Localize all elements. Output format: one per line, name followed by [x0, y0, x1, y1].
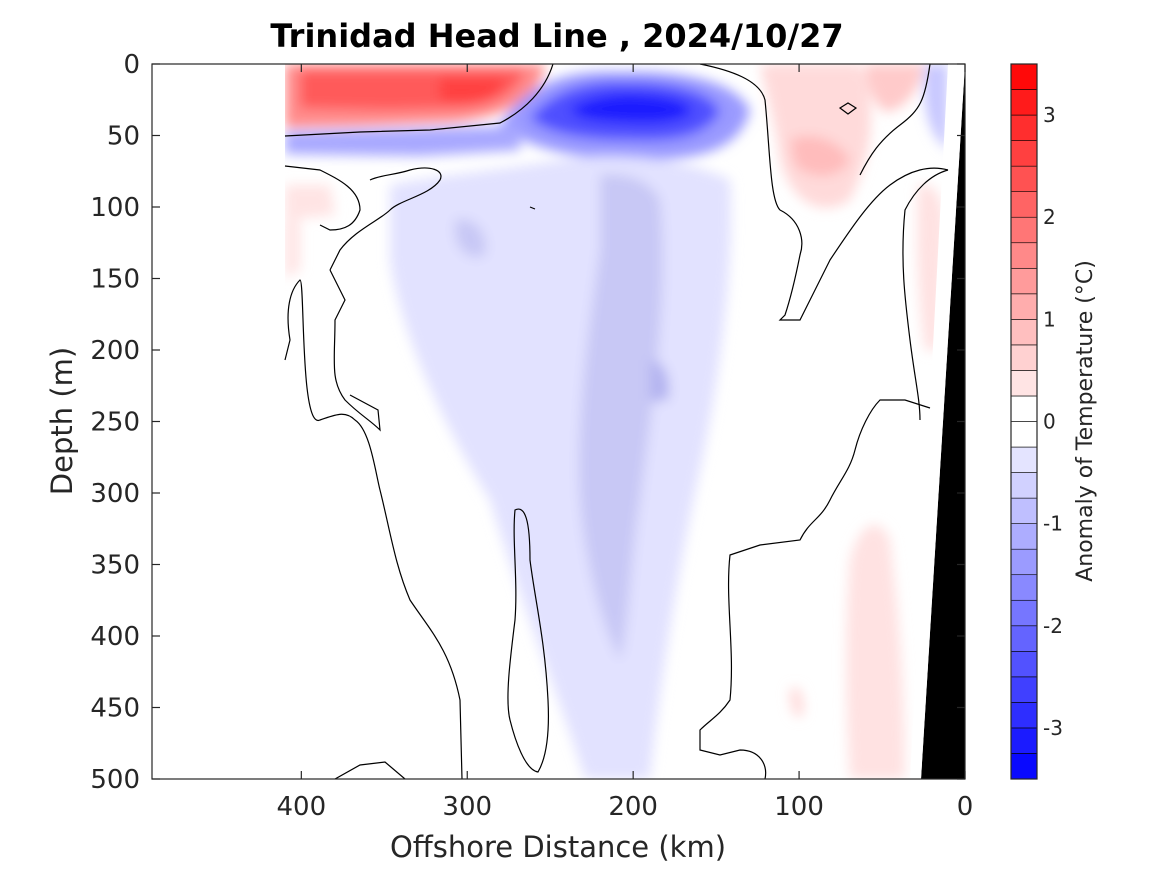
- y-tick-label: 300: [90, 479, 140, 509]
- contour-line-deep-right: [699, 399, 931, 779]
- colorbar-level: [1010, 753, 1038, 780]
- warm-offshore-lower: [285, 220, 300, 278]
- x-axis: 400 300 200 100 0: [277, 64, 974, 822]
- y-tick-label: 100: [90, 193, 140, 223]
- colorbar-label: Anomaly of Temperature (°C): [1073, 260, 1098, 582]
- contour-line-offshore-loop: [329, 167, 442, 271]
- colorbar-level: [1010, 574, 1038, 601]
- warm-deep-column: [846, 524, 905, 779]
- colorbar-level: [1010, 344, 1038, 371]
- contour-line-shelf: [902, 169, 949, 421]
- y-tick-label: 450: [90, 694, 140, 724]
- colorbar-level: [1010, 63, 1038, 90]
- colorbar-tick-label: 1: [1043, 307, 1056, 331]
- colorbar-tick-label: -1: [1043, 512, 1063, 536]
- contour-line-nearshore-right: [859, 64, 948, 176]
- cold-layer: [285, 126, 520, 156]
- colorbar-level: [1010, 599, 1038, 627]
- contour-line-thin-blob: [507, 508, 550, 773]
- colorbar-tick-label: 0: [1043, 410, 1056, 434]
- warm-nearshore-spot: [790, 136, 850, 176]
- colorbar: -3 -2 -1 0 1 2 3: [1010, 63, 1063, 780]
- colorbar-level: [1010, 319, 1038, 346]
- warm-offshore-edge: [285, 185, 335, 220]
- colorbar-level: [1010, 497, 1038, 524]
- y-tick-label: 250: [90, 408, 140, 438]
- colorbar-tick-label: 2: [1043, 205, 1056, 229]
- contour-line-upper-left: [284, 165, 361, 231]
- y-tick-label: 200: [90, 336, 140, 366]
- x-tick-label: 300: [442, 792, 492, 822]
- colorbar-level: [1010, 421, 1038, 448]
- chart-title: Trinidad Head Line , 2024/10/27: [270, 17, 843, 55]
- nearshore-mask: [910, 64, 965, 779]
- colorbar-level: [1010, 548, 1038, 576]
- colorbar-level: [1010, 293, 1038, 320]
- x-tick-label: 100: [774, 792, 824, 822]
- colorbar-level: [1010, 727, 1038, 754]
- cold-column-blob: [650, 360, 670, 402]
- colorbar-level: [1010, 216, 1038, 244]
- y-tick-label: 150: [90, 265, 140, 295]
- anomaly-field: [152, 64, 965, 779]
- colorbar-level: [1010, 267, 1038, 295]
- colorbar-level: [1010, 523, 1038, 550]
- y-axis-label: Depth (m): [45, 347, 79, 495]
- colorbar-level: [1010, 625, 1038, 652]
- x-tick-label: 400: [277, 792, 327, 822]
- colorbar-level: [1010, 472, 1038, 499]
- y-tick-label: 400: [90, 622, 140, 652]
- contour-line-warm-boundary: [284, 64, 554, 137]
- colorbar-level: [1010, 242, 1038, 269]
- y-tick-label: 50: [107, 122, 140, 152]
- contour-line-nearshore-left: [699, 64, 949, 321]
- colorbar-level: [1010, 370, 1038, 397]
- y-axis: 0 50 100 150 200 250 300 350 400 450 500: [90, 50, 965, 795]
- x-tick-label: 200: [608, 792, 658, 822]
- no-data-region: [152, 64, 285, 779]
- warm-nearshore-right: [865, 64, 925, 112]
- cold-core-inner: [570, 93, 692, 124]
- colorbar-level: [1010, 140, 1038, 167]
- contour-line-left-lobe: [284, 279, 463, 779]
- colorbar-level: [1010, 395, 1038, 422]
- colorbar-level: [1010, 165, 1038, 192]
- cold-small-blob: [455, 219, 486, 258]
- contour-line-dot: [529, 206, 536, 210]
- colorbar-level: [1010, 89, 1038, 116]
- colorbar-level: [1010, 676, 1038, 703]
- colorbar-level: [1010, 114, 1038, 141]
- colorbar-tick-label: -3: [1043, 716, 1063, 740]
- y-tick-label: 500: [90, 765, 140, 795]
- cold-column-core: [579, 174, 663, 661]
- colorbar-level: [1010, 702, 1038, 729]
- warm-surface-max: [440, 78, 505, 102]
- colorbar-tick-label: -2: [1043, 614, 1063, 638]
- warm-deep-spot: [790, 687, 804, 718]
- zero-contours: [284, 64, 949, 779]
- contour-line-inner-left: [329, 269, 381, 432]
- x-tick-label: 0: [957, 792, 974, 822]
- cold-nearshore-surface: [924, 64, 948, 150]
- colorbar-level: [1010, 446, 1038, 473]
- colorbar-tick-label: 3: [1043, 103, 1056, 127]
- y-tick-label: 0: [123, 50, 140, 80]
- warm-nearshore-left: [760, 64, 871, 208]
- contour-line-small-loop: [838, 102, 858, 115]
- y-tick-label: 350: [90, 551, 140, 581]
- x-axis-label: Offshore Distance (km): [390, 830, 726, 864]
- colorbar-level: [1010, 191, 1038, 218]
- contour-line-bottom-left: [334, 761, 406, 779]
- colorbar-frame: [1010, 63, 1038, 780]
- colorbar-level: [1010, 651, 1038, 678]
